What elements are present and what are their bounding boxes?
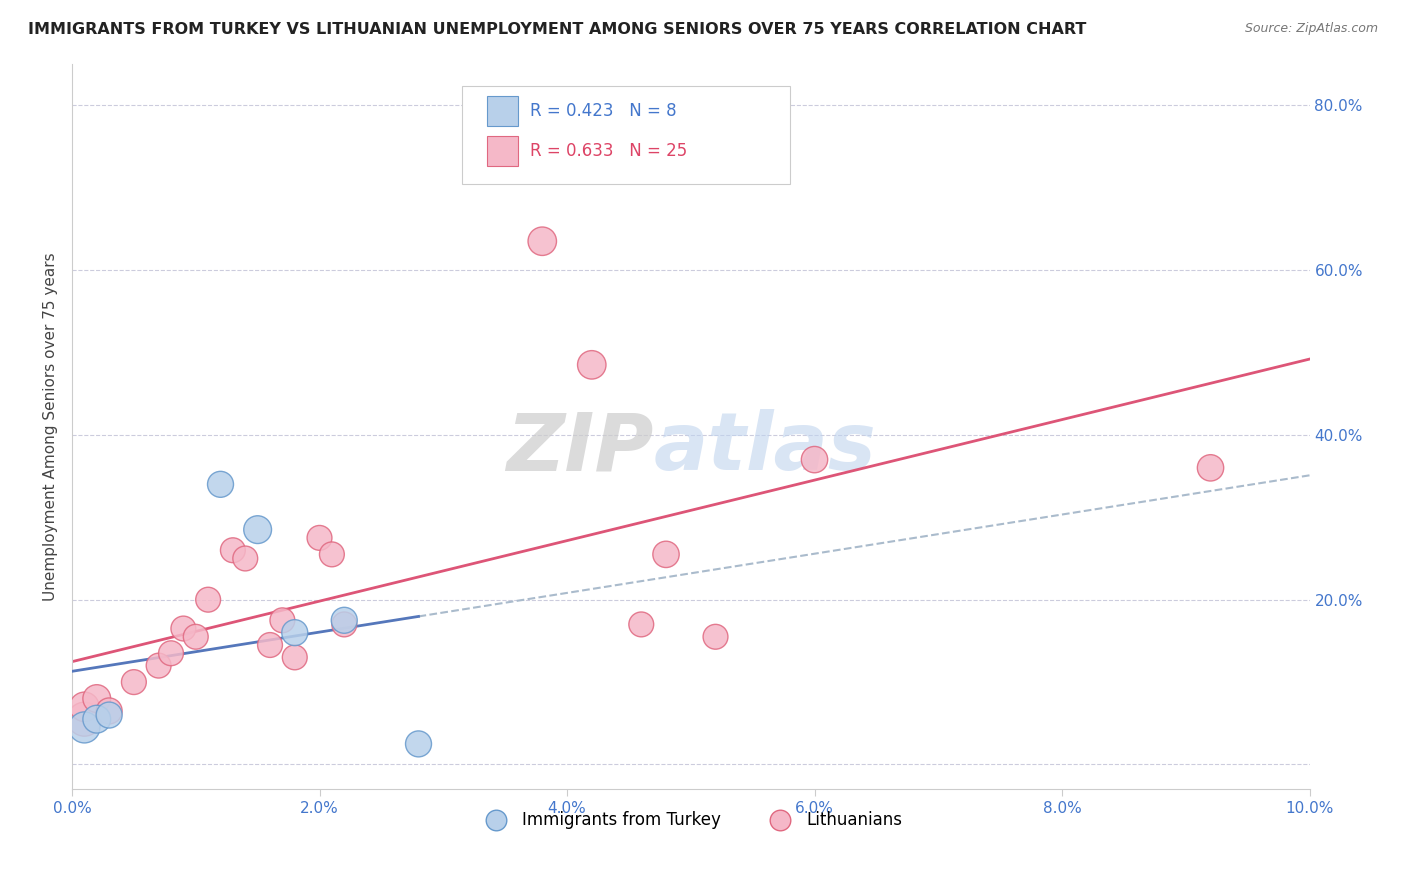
- Point: [321, 547, 343, 561]
- Point: [408, 737, 430, 751]
- Point: [233, 551, 256, 566]
- FancyBboxPatch shape: [461, 86, 790, 184]
- Point: [73, 699, 96, 714]
- Y-axis label: Unemployment Among Seniors over 75 years: Unemployment Among Seniors over 75 years: [44, 252, 58, 601]
- Point: [803, 452, 825, 467]
- Point: [271, 613, 294, 627]
- Point: [284, 650, 307, 665]
- Point: [259, 638, 281, 652]
- Point: [172, 622, 194, 636]
- Point: [86, 712, 108, 726]
- Text: IMMIGRANTS FROM TURKEY VS LITHUANIAN UNEMPLOYMENT AMONG SENIORS OVER 75 YEARS CO: IMMIGRANTS FROM TURKEY VS LITHUANIAN UNE…: [28, 22, 1087, 37]
- Point: [333, 613, 356, 627]
- Text: ZIP: ZIP: [506, 409, 654, 487]
- Point: [86, 691, 108, 706]
- Point: [184, 630, 207, 644]
- Point: [704, 630, 727, 644]
- Text: R = 0.423   N = 8: R = 0.423 N = 8: [530, 103, 676, 120]
- Point: [630, 617, 652, 632]
- Point: [73, 712, 96, 726]
- Point: [98, 708, 121, 723]
- Legend: Immigrants from Turkey, Lithuanians: Immigrants from Turkey, Lithuanians: [472, 804, 910, 835]
- Text: R = 0.633   N = 25: R = 0.633 N = 25: [530, 142, 688, 161]
- FancyBboxPatch shape: [486, 136, 517, 167]
- Point: [148, 658, 170, 673]
- Text: Source: ZipAtlas.com: Source: ZipAtlas.com: [1244, 22, 1378, 36]
- Point: [308, 531, 330, 545]
- Point: [655, 547, 678, 561]
- Point: [122, 675, 145, 690]
- Point: [73, 720, 96, 734]
- Point: [222, 543, 245, 558]
- Point: [160, 646, 183, 660]
- Point: [284, 625, 307, 640]
- Point: [333, 617, 356, 632]
- Point: [209, 477, 232, 491]
- Text: atlas: atlas: [654, 409, 876, 487]
- Point: [98, 704, 121, 718]
- Point: [531, 234, 554, 248]
- Point: [581, 358, 603, 372]
- Point: [1199, 460, 1222, 475]
- Point: [197, 592, 219, 607]
- FancyBboxPatch shape: [486, 96, 517, 127]
- Point: [246, 523, 269, 537]
